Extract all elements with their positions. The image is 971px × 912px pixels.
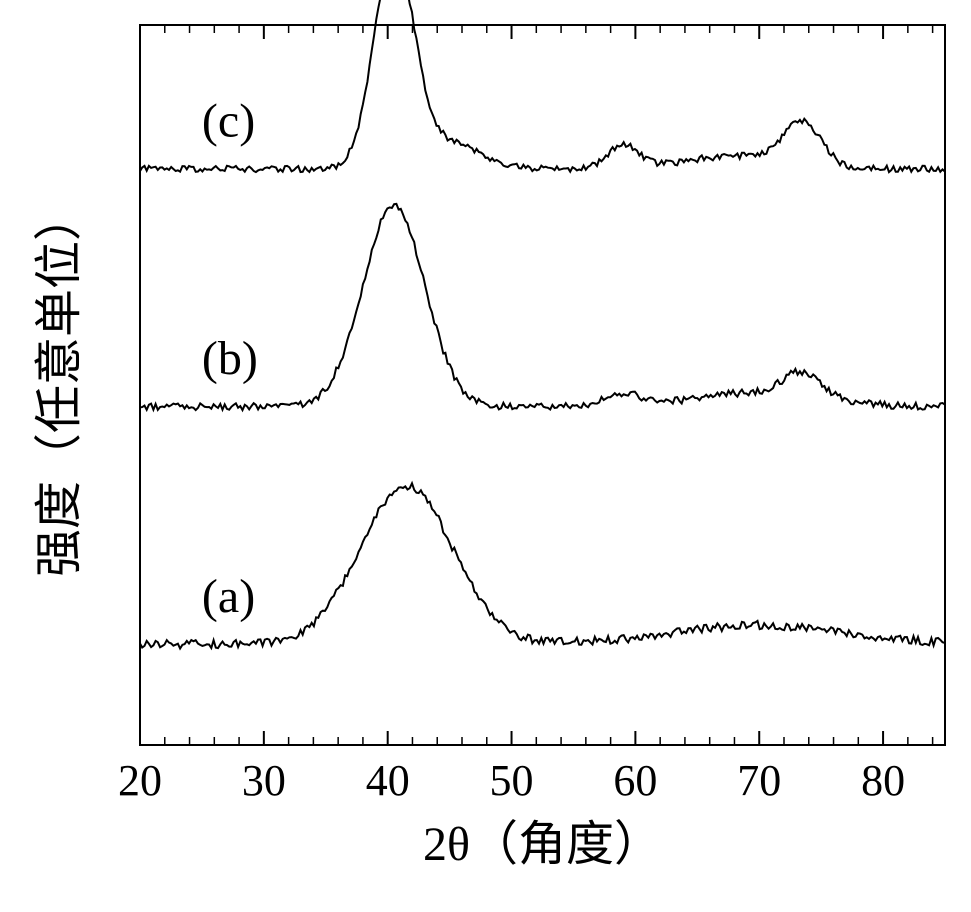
series-label-c: (c) bbox=[202, 95, 255, 148]
xrd-chart: 20 30 40 50 60 70 80 2θ（角度） 强度（任意单位） (a) (b) (c) bbox=[0, 0, 971, 912]
x-tick-label: 30 bbox=[242, 756, 286, 805]
x-tick-label: 60 bbox=[613, 756, 657, 805]
x-axis-label: 2θ（角度） bbox=[423, 818, 662, 871]
x-tick-label: 20 bbox=[118, 756, 162, 805]
series-b bbox=[140, 204, 945, 410]
x-tick-label: 80 bbox=[861, 756, 905, 805]
series-label-a: (a) bbox=[202, 570, 255, 623]
chart-svg: 20 30 40 50 60 70 80 2θ（角度） 强度（任意单位） (a) (b) (c) bbox=[0, 0, 971, 912]
plot-frame bbox=[140, 25, 945, 745]
x-tick-label: 40 bbox=[366, 756, 410, 805]
x-tick-label: 50 bbox=[490, 756, 534, 805]
series-label-b: (b) bbox=[202, 332, 258, 385]
y-axis-label: 强度（任意单位） bbox=[33, 193, 86, 577]
x-tick-label: 70 bbox=[737, 756, 781, 805]
series-a bbox=[140, 483, 945, 648]
